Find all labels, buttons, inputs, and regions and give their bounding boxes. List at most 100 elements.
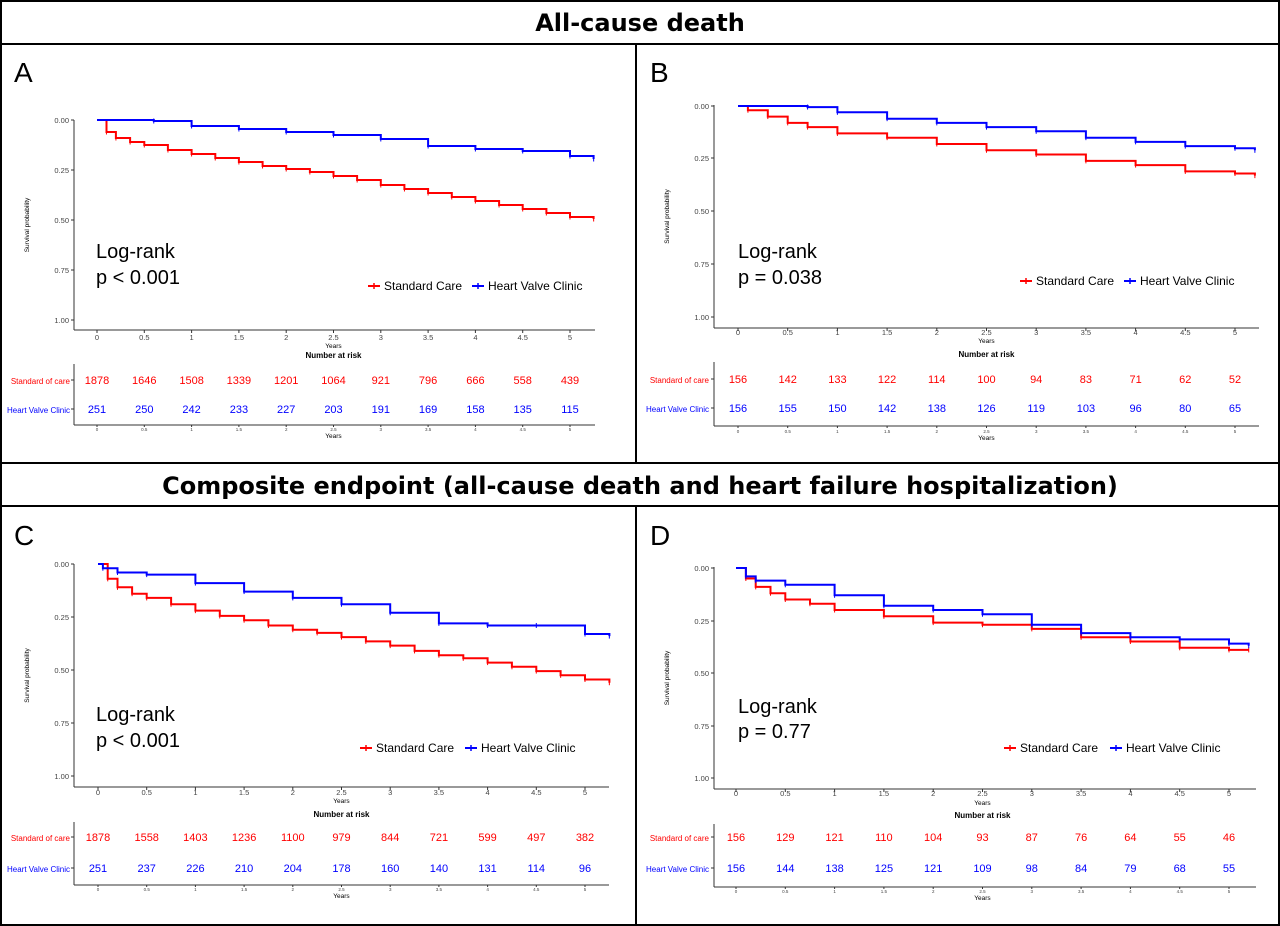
risk-count: 71: [1129, 374, 1141, 386]
survival-curve-heart-valve-clinic: [736, 567, 1250, 646]
x-tick-label: 2.5: [336, 788, 346, 797]
x-tick-label: 5: [583, 788, 587, 797]
y-axis-label: Survival probability: [24, 197, 31, 252]
x-tick-label: 0.5: [782, 328, 792, 337]
y-tick-label: 0.00: [54, 116, 69, 125]
x-axis-label: Years: [333, 798, 350, 805]
risk-count: 135: [514, 404, 532, 416]
risk-table-x-tick-label: 1.5: [236, 427, 243, 432]
risk-table-x-tick-label: 2: [292, 887, 295, 892]
x-tick-label: 2.5: [328, 333, 338, 342]
legend-heart-valve-clinic: Heart Valve Clinic: [481, 741, 575, 755]
legend-heart-valve-clinic: Heart Valve Clinic: [1126, 741, 1220, 755]
section-title-bar-1: [0, 0, 1280, 45]
risk-count: 114: [528, 863, 546, 875]
risk-table-x-tick-label: 1: [836, 429, 839, 434]
x-tick-label: 0: [736, 328, 740, 337]
panel-b-frame: [635, 43, 1280, 464]
km-panel-c: C0.000.250.500.751.000 0.5 1 1.5 2 2.5 3 3.5 4 4.…: [7, 520, 611, 900]
risk-count: 1878: [85, 375, 109, 387]
x-tick-label: 2: [931, 789, 935, 798]
y-tick-label: 0.50: [694, 207, 709, 216]
risk-count: 191: [372, 404, 390, 416]
risk-row-label: Standard of care: [11, 377, 71, 386]
risk-table-x-tick-label: 3.5: [425, 427, 432, 432]
x-tick-label: 2: [935, 328, 939, 337]
x-tick-label: 2: [284, 333, 288, 342]
risk-count: 1878: [86, 832, 110, 844]
x-tick-label: 4: [1134, 328, 1138, 337]
risk-count: 1558: [134, 832, 158, 844]
risk-table-x-tick-label: 4.5: [1182, 429, 1189, 434]
risk-count: 160: [381, 863, 399, 875]
risk-table-title: Number at risk: [305, 351, 362, 360]
risk-count: 52: [1229, 374, 1241, 386]
risk-count: 140: [430, 863, 448, 875]
risk-count: 142: [779, 374, 797, 386]
risk-count: 251: [88, 404, 106, 416]
x-axis-label: Years: [974, 800, 991, 807]
risk-count: 138: [825, 863, 843, 875]
x-tick-label: 1.5: [234, 333, 244, 342]
survival-curve-heart-valve-clinic: [98, 563, 611, 637]
legend-standard-care: Standard Care: [376, 741, 454, 755]
risk-count: 169: [419, 404, 437, 416]
x-tick-label: 4.5: [517, 333, 527, 342]
y-tick-label: 0.00: [694, 102, 709, 111]
risk-count: 104: [924, 832, 942, 844]
risk-count: 65: [1229, 403, 1241, 415]
risk-table-title: Number at risk: [954, 811, 1011, 820]
risk-table-x-tick-label: 1: [190, 427, 193, 432]
section-title-bar-2: [0, 462, 1280, 507]
risk-table-title: Number at risk: [958, 350, 1015, 359]
y-tick-label: 0.75: [54, 719, 69, 728]
x-tick-label: 1.5: [879, 789, 889, 798]
x-tick-label: 4.5: [1174, 789, 1184, 798]
x-tick-label: 3: [379, 333, 383, 342]
risk-count: 1508: [179, 375, 203, 387]
risk-table-x-tick-label: 2.5: [338, 887, 345, 892]
y-tick-label: 0.25: [54, 166, 69, 175]
x-tick-label: 3.5: [434, 788, 444, 797]
risk-table-x-tick-label: 4: [474, 427, 477, 432]
x-tick-label: 4: [486, 788, 490, 797]
risk-count: 80: [1179, 403, 1191, 415]
risk-table-x-tick-label: 5: [1234, 429, 1237, 434]
risk-table-x-tick-label: 1.5: [884, 429, 891, 434]
risk-table-x-tick-label: 0.5: [141, 427, 148, 432]
risk-count: 150: [828, 403, 846, 415]
risk-count: 203: [324, 404, 342, 416]
survival-curve-heart-valve-clinic: [738, 105, 1256, 151]
risk-table-x-tick-label: 5: [584, 887, 587, 892]
x-tick-label: 1.5: [882, 328, 892, 337]
risk-row-label: Standard of care: [11, 834, 71, 843]
risk-table-x-tick-label: 3.5: [1083, 429, 1090, 434]
logrank-label: Log-rank: [96, 241, 176, 263]
panel-d-frame: [635, 505, 1280, 926]
logrank-pvalue: p < 0.001: [96, 267, 180, 289]
risk-count: 131: [478, 863, 496, 875]
legend-standard-care: Standard Care: [384, 279, 462, 293]
risk-row-label: Heart Valve Clinic: [646, 865, 709, 874]
risk-count: 439: [561, 375, 579, 387]
x-tick-label: 1: [190, 333, 194, 342]
x-axis-label: Years: [978, 338, 995, 345]
risk-count: 226: [186, 863, 204, 875]
risk-count: 76: [1075, 832, 1087, 844]
km-panel-d: D0.000.250.500.751.000 0.5 1 1.5 2 2.5 3 3.5 4 4.…: [646, 520, 1256, 902]
x-tick-label: 0: [734, 789, 738, 798]
risk-table-x-tick-label: 0: [97, 887, 100, 892]
risk-count: 79: [1124, 863, 1136, 875]
section-title-all-cause-death: All-cause death: [535, 9, 745, 37]
y-axis-label: Survival probability: [664, 650, 671, 705]
risk-table-x-tick-label: 0: [96, 427, 99, 432]
risk-table-x-tick-label: 0.5: [785, 429, 792, 434]
panel-letter: C: [14, 520, 34, 551]
risk-count: 242: [182, 404, 200, 416]
risk-table-x-tick-label: 3.5: [436, 887, 443, 892]
risk-count: 204: [284, 863, 302, 875]
y-tick-label: 0.50: [54, 666, 69, 675]
logrank-pvalue: p = 0.038: [738, 267, 822, 289]
risk-count: 1646: [132, 375, 156, 387]
